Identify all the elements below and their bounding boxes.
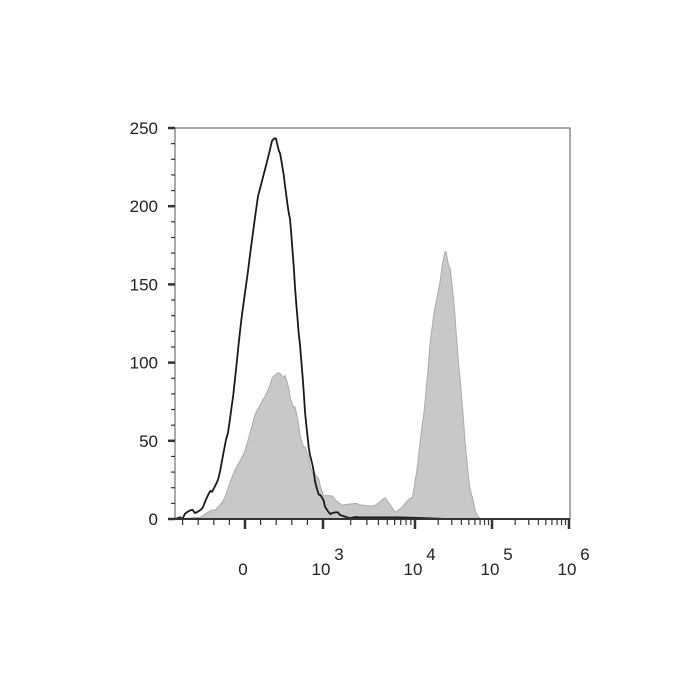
y-tick-label: 250 xyxy=(130,119,158,138)
y-tick-label: 0 xyxy=(149,510,158,529)
x-tick-exponent: 3 xyxy=(334,545,343,564)
x-tick-exponent: 5 xyxy=(503,545,512,564)
x-tick-exponent: 6 xyxy=(580,545,589,564)
x-tick-label: 10 xyxy=(312,560,331,579)
y-tick-label: 100 xyxy=(130,354,158,373)
y-tick-label: 200 xyxy=(130,197,158,216)
x-tick-label: 0 xyxy=(238,560,247,579)
plot-frame xyxy=(174,127,571,520)
x-tick-exponent: 4 xyxy=(426,545,435,564)
x-tick-label: 10 xyxy=(481,560,500,579)
x-tick-label: 10 xyxy=(558,560,577,579)
y-tick-label: 50 xyxy=(139,432,158,451)
control-histogram-line xyxy=(174,137,569,521)
y-tick-label: 150 xyxy=(130,275,158,294)
stained-histogram xyxy=(174,251,569,520)
x-tick-label: 10 xyxy=(404,560,423,579)
